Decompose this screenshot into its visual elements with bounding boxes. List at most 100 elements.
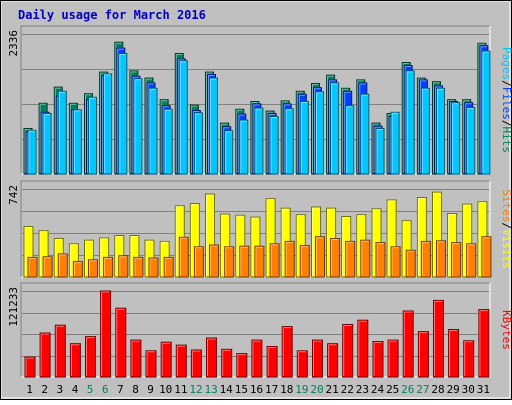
bar-visits-sites-day-14 bbox=[224, 246, 235, 278]
bar-visits-sites-day-24 bbox=[375, 242, 386, 278]
bar-highlight bbox=[54, 87, 62, 173]
bar-highlight bbox=[357, 80, 364, 173]
bar-kbytes-kbytes-day-14 bbox=[221, 348, 233, 378]
bar-highlight bbox=[387, 200, 396, 276]
bar-highlight bbox=[236, 109, 243, 173]
bar-highlight bbox=[28, 130, 35, 173]
bar-highlight bbox=[117, 48, 124, 173]
panel-requests-legend: Pages/Files/Hits bbox=[500, 47, 512, 153]
bar-highlight bbox=[361, 94, 368, 173]
bar-highlight bbox=[210, 245, 218, 276]
bar-requests-pages-day-4 bbox=[72, 109, 82, 175]
bar-highlight bbox=[58, 254, 67, 276]
bar-highlight bbox=[391, 112, 399, 173]
bar-highlight bbox=[448, 214, 456, 276]
bar-highlight bbox=[437, 88, 444, 173]
x-tick-label-day-27: 27 bbox=[416, 383, 429, 396]
bar-highlight bbox=[221, 123, 228, 173]
bar-requests-pages-day-23 bbox=[360, 93, 370, 175]
bar-highlight bbox=[267, 347, 277, 376]
bar-visits-sites-day-7 bbox=[118, 255, 129, 278]
bar-highlight bbox=[433, 82, 440, 173]
x-tick-label-day-1: 1 bbox=[26, 383, 33, 396]
bar-highlight bbox=[85, 94, 92, 173]
bar-highlight bbox=[402, 221, 411, 276]
bar-kbytes-kbytes-day-19 bbox=[296, 350, 308, 378]
legend-entry: KBytes bbox=[500, 310, 512, 350]
bar-highlight bbox=[296, 91, 304, 173]
legend-entry: Sites bbox=[500, 189, 512, 222]
bar-highlight bbox=[342, 217, 350, 276]
bar-highlight bbox=[314, 88, 321, 173]
bar-requests-pages-day-9 bbox=[148, 87, 158, 175]
bar-visits-sites-day-27 bbox=[420, 240, 431, 278]
bar-requests-pages-day-31 bbox=[481, 50, 491, 175]
bar-highlight bbox=[145, 78, 152, 173]
bar-requests-pages-day-5 bbox=[88, 96, 97, 175]
bar-highlight bbox=[403, 311, 413, 376]
bar-visits-sites-day-31 bbox=[481, 236, 492, 278]
bar-highlight bbox=[238, 114, 245, 173]
bar-highlight bbox=[251, 102, 258, 173]
panel-visits: 742 Sites/Visits bbox=[7, 180, 512, 278]
bar-highlight bbox=[73, 262, 82, 276]
bar-highlight bbox=[391, 247, 400, 276]
bar-visits-sites-day-16 bbox=[254, 245, 265, 278]
bar-highlight bbox=[313, 340, 322, 376]
panel-kbytes-max-label: 121233 bbox=[7, 287, 20, 327]
bar-highlight bbox=[194, 247, 203, 276]
bar-highlight bbox=[179, 237, 188, 276]
bar-highlight bbox=[358, 320, 367, 376]
bar-highlight bbox=[206, 194, 214, 276]
bar-visits-sites-day-21 bbox=[330, 238, 341, 278]
legend-entry: / bbox=[500, 222, 512, 229]
bar-kbytes-kbytes-day-13 bbox=[206, 337, 217, 378]
bar-visits-sites-day-23 bbox=[360, 239, 371, 278]
bar-kbytes-kbytes-day-6 bbox=[100, 290, 112, 378]
x-tick-label-day-15: 15 bbox=[235, 383, 248, 396]
panel-kbytes-bevel-dark bbox=[20, 282, 490, 377]
panel-requests-max-label: 2336 bbox=[7, 30, 20, 57]
bar-kbytes-kbytes-day-4 bbox=[69, 343, 81, 378]
panel-kbytes: 121233 KBytes bbox=[7, 282, 512, 378]
x-tick-label-day-28: 28 bbox=[431, 383, 444, 396]
bar-requests-pages-day-16 bbox=[254, 107, 264, 175]
bar-highlight bbox=[119, 256, 127, 276]
bar-highlight bbox=[164, 257, 173, 276]
bar-kbytes-kbytes-day-28 bbox=[433, 299, 444, 378]
bar-highlight bbox=[482, 237, 490, 276]
bar-highlight bbox=[421, 88, 429, 173]
bar-highlight bbox=[328, 344, 337, 376]
bar-highlight bbox=[374, 126, 381, 173]
x-tick-label-day-12: 12 bbox=[189, 383, 202, 396]
bar-kbytes-kbytes-day-24 bbox=[372, 341, 384, 378]
bar-highlight bbox=[176, 345, 186, 376]
bar-highlight bbox=[179, 61, 187, 173]
bar-highlight bbox=[402, 63, 410, 173]
bar-visits-sites-day-25 bbox=[390, 246, 401, 278]
bar-highlight bbox=[206, 72, 213, 173]
bar-visits-sites-day-4 bbox=[72, 261, 83, 278]
bar-highlight bbox=[175, 54, 183, 173]
bar-highlight bbox=[419, 80, 427, 173]
bar-highlight bbox=[435, 86, 442, 173]
bar-highlight bbox=[346, 106, 353, 173]
bar-highlight bbox=[222, 349, 231, 376]
bar-highlight bbox=[101, 291, 110, 376]
legend-entry: Visits bbox=[500, 229, 512, 269]
bar-highlight bbox=[86, 337, 95, 376]
bar-highlight bbox=[134, 79, 141, 173]
bar-highlight bbox=[449, 330, 458, 376]
bar-highlight bbox=[161, 342, 171, 376]
x-tick-label-day-10: 10 bbox=[159, 383, 172, 396]
bar-highlight bbox=[162, 106, 170, 173]
bar-highlight bbox=[255, 108, 262, 173]
bar-highlight bbox=[147, 83, 154, 173]
x-tick-label-day-25: 25 bbox=[386, 383, 399, 396]
bar-highlight bbox=[327, 208, 335, 276]
bar-highlight bbox=[145, 240, 153, 276]
x-tick-label-day-19: 19 bbox=[295, 383, 308, 396]
bar-visits-sites-day-2 bbox=[42, 256, 53, 278]
